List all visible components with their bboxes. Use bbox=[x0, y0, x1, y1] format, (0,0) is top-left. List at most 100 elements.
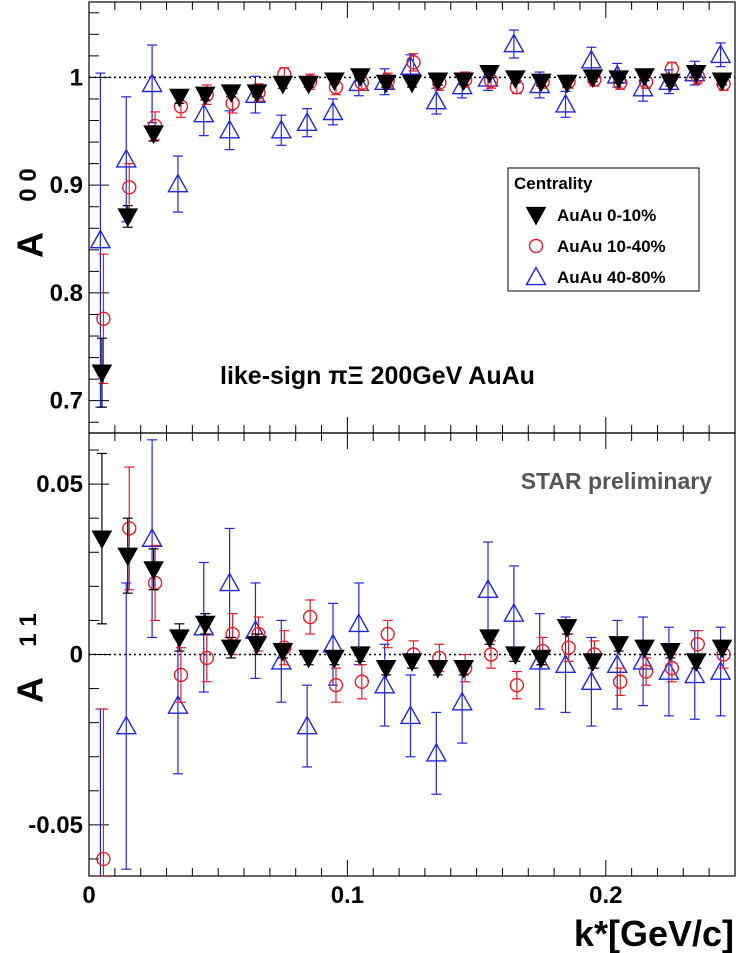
top-y-tick-label: 1 bbox=[70, 64, 83, 91]
top-series-0-point bbox=[169, 88, 190, 108]
top-series-0-point bbox=[505, 70, 526, 90]
bottom-series-0-point bbox=[375, 660, 397, 679]
bottom-series-2-point bbox=[580, 670, 603, 691]
bottom-series-1-point bbox=[354, 674, 370, 689]
top-series-0-point bbox=[143, 125, 164, 144]
bottom-series-1-point bbox=[509, 677, 525, 693]
bottom-x-tick-label: 0.1 bbox=[331, 882, 364, 909]
top-series-2-point bbox=[503, 33, 525, 53]
top-series-0-point bbox=[556, 74, 578, 94]
top-series-0-point bbox=[194, 86, 216, 106]
legend-entry-label: AuAu 40-80% bbox=[557, 268, 666, 287]
bottom-y-axis-title: A bbox=[9, 677, 50, 703]
top-series-0-point bbox=[582, 69, 604, 88]
bottom-series-1-point bbox=[96, 851, 111, 867]
bottom-y-tick-label: 0.05 bbox=[36, 471, 83, 498]
top-series-2-point bbox=[218, 119, 241, 139]
bottom-series-2-point bbox=[348, 612, 370, 633]
top-x-ticks bbox=[88, 2, 736, 433]
bottom-series-0-point bbox=[349, 646, 371, 666]
bottom-series-0-point bbox=[117, 547, 139, 567]
top-series-0-point bbox=[246, 84, 268, 104]
bottom-series-0-point bbox=[634, 639, 655, 659]
bottom-series-2-point bbox=[477, 578, 499, 599]
top-series-0-point bbox=[324, 72, 345, 92]
bottom-series-2-point bbox=[606, 653, 628, 674]
top-series-0-point bbox=[272, 75, 294, 95]
top-series-2-point bbox=[296, 111, 318, 131]
top-y-tick-label: 0.7 bbox=[50, 388, 83, 415]
top-series-2-point bbox=[193, 103, 215, 123]
legend-marker bbox=[528, 238, 544, 254]
bottom-series-0-point bbox=[530, 649, 552, 669]
bottom-y-tick-label: -0.05 bbox=[28, 812, 83, 839]
bottom-series-2-point bbox=[115, 715, 137, 735]
top-series-0 bbox=[91, 65, 733, 408]
top-panel: 0.7 0.8 0.9 1 bbox=[50, 1, 736, 434]
bottom-series-0-point bbox=[143, 561, 164, 580]
bottom-data bbox=[91, 439, 733, 876]
bottom-x-tick-label: 0 bbox=[82, 882, 95, 909]
top-series-0-point bbox=[349, 68, 371, 87]
bottom-series-0-point bbox=[556, 619, 578, 638]
bottom-series-1-point bbox=[561, 640, 576, 655]
bottom-series-2-point bbox=[451, 691, 473, 711]
bottom-series-2-point bbox=[503, 602, 525, 622]
bottom-series-0-point bbox=[660, 642, 681, 662]
bottom-series-2-point bbox=[399, 704, 422, 725]
top-series-0-point bbox=[634, 68, 655, 87]
top-y-axis-title: A bbox=[9, 232, 50, 258]
bottom-x-tick-label: 0.2 bbox=[589, 882, 622, 909]
legend: Centrality AuAu 0-10% AuAu 10-40% AuAu 40-… bbox=[507, 167, 700, 292]
top-series-0-point bbox=[427, 72, 449, 92]
top-series-2-point bbox=[632, 77, 654, 97]
top-series-2-point bbox=[141, 72, 163, 93]
bottom-series-0-point bbox=[298, 649, 319, 669]
top-series-2-point bbox=[425, 90, 448, 110]
top-series-2-point bbox=[270, 119, 292, 139]
top-data bbox=[89, 29, 733, 408]
plot-caption: like-sign πΞ 200GeV AuAu bbox=[220, 362, 535, 390]
top-series-0-point bbox=[298, 75, 319, 95]
legend-marker bbox=[525, 206, 547, 226]
bottom-series-0-point bbox=[608, 636, 630, 655]
bottom-series-0-point bbox=[711, 639, 733, 659]
top-series-0-point bbox=[530, 73, 552, 93]
bottom-y-axis-subscript: 1 1 bbox=[15, 613, 42, 646]
bottom-series-1-point bbox=[122, 521, 137, 536]
bottom-series-0-point bbox=[169, 629, 190, 648]
bottom-series-0-point bbox=[582, 653, 604, 672]
top-series-0-point bbox=[660, 73, 681, 93]
preliminary-label: STAR preliminary bbox=[521, 468, 712, 494]
top-series-2-point bbox=[322, 100, 344, 121]
bottom-y-tick-label: 0 bbox=[70, 642, 83, 669]
top-series-2-point bbox=[580, 49, 603, 69]
legend-box bbox=[507, 167, 700, 292]
bottom-series-0-point bbox=[453, 660, 475, 679]
bottom-series-1-point bbox=[664, 660, 680, 676]
bottom-series-1-point bbox=[638, 664, 654, 679]
bottom-series-0-point bbox=[427, 660, 449, 679]
top-series-0-point bbox=[375, 74, 397, 94]
top-series-1-point bbox=[96, 311, 111, 326]
bottom-series-0 bbox=[91, 452, 733, 679]
legend-entry-label: AuAu 10-40% bbox=[557, 237, 666, 256]
top-series-0-point bbox=[711, 72, 733, 92]
top-series-2-point bbox=[554, 93, 577, 113]
bottom-series-2-point bbox=[218, 571, 241, 592]
bottom-series-0-point bbox=[246, 636, 268, 655]
top-series-0-point bbox=[479, 65, 500, 84]
bottom-panel: 0 0.1 0.2 -0.05 0 0.05 bbox=[28, 432, 736, 909]
bottom-series-1-point bbox=[173, 667, 189, 683]
legend-entry-label: AuAu 0-10% bbox=[557, 206, 656, 225]
bottom-series-2 bbox=[95, 439, 732, 876]
bottom-series-0-point bbox=[91, 530, 113, 550]
bottom-series-1 bbox=[96, 466, 731, 876]
bottom-series-2-point bbox=[141, 527, 163, 547]
top-series-0-point bbox=[608, 70, 630, 90]
bottom-series-2-point bbox=[658, 660, 680, 680]
bottom-series-2-point bbox=[709, 660, 732, 680]
bottom-series-2-point bbox=[270, 650, 292, 670]
bottom-series-2-point bbox=[373, 674, 396, 694]
